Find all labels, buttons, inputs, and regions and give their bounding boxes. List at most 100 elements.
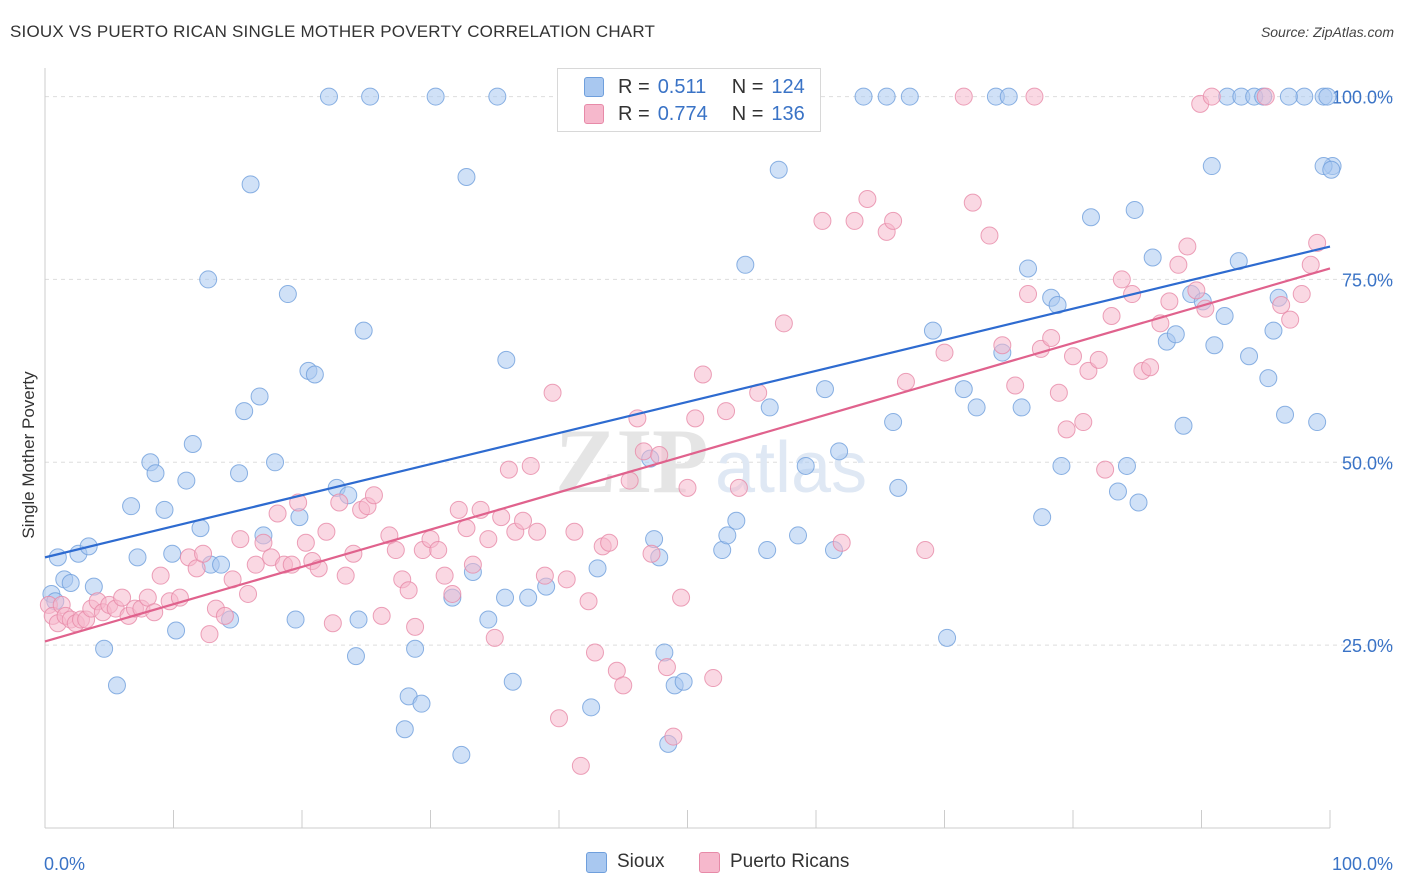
- puerto-ricans-point: [1141, 358, 1160, 377]
- puerto-ricans-point: [457, 519, 476, 538]
- puerto-ricans-point: [1006, 376, 1025, 395]
- sioux-point: [1215, 307, 1234, 325]
- puerto-ricans-point: [642, 544, 661, 563]
- puerto-ricans-point: [935, 343, 954, 362]
- sioux-point: [645, 530, 664, 549]
- sioux-point: [923, 321, 942, 340]
- sioux-point: [588, 559, 607, 578]
- sioux-point: [199, 270, 218, 289]
- puerto-ricans-point: [535, 566, 554, 585]
- sioux-point: [497, 350, 516, 369]
- sioux-point: [727, 511, 746, 530]
- puerto-ricans-point: [693, 365, 712, 384]
- puerto-ricans-point: [634, 442, 653, 461]
- puerto-ricans-point: [813, 211, 832, 230]
- sioux-point: [1129, 493, 1148, 512]
- puerto-ricans-point: [954, 87, 973, 106]
- x-tick-label: 0.0%: [44, 854, 85, 874]
- puerto-ricans-point: [528, 522, 547, 541]
- puerto-ricans-point: [858, 189, 877, 208]
- puerto-ricans-point: [896, 372, 915, 391]
- sioux-point: [48, 548, 67, 567]
- puerto-ricans-point: [980, 226, 999, 245]
- r-label: R =: [618, 75, 650, 98]
- puerto-ricans-point: [585, 643, 604, 662]
- puerto-ricans-point: [678, 478, 697, 497]
- sioux-point: [674, 672, 693, 691]
- puerto-ricans-point: [215, 606, 234, 625]
- puerto-ricans-point: [845, 211, 864, 230]
- sioux-point: [1081, 208, 1100, 227]
- sioux-point: [1322, 160, 1341, 179]
- puerto-ricans-point: [1019, 285, 1038, 304]
- sioux-trendline: [44, 245, 1331, 559]
- sioux-point: [938, 628, 957, 647]
- sioux-point: [1052, 456, 1071, 475]
- sioux-point: [1240, 347, 1259, 366]
- puerto-ricans-point: [323, 614, 342, 633]
- puerto-ricans-point: [399, 581, 418, 600]
- chart-title: SIOUX VS PUERTO RICAN SINGLE MOTHER POVE…: [10, 22, 656, 41]
- legend-row-sioux: R = 0.511 N = 124: [584, 74, 805, 100]
- bottom-legend-sioux: Sioux: [586, 851, 665, 873]
- puerto-ricans-point: [336, 566, 355, 585]
- sioux-point: [354, 321, 373, 340]
- puerto-ricans-point: [521, 456, 540, 475]
- puerto-ricans-point: [317, 522, 336, 541]
- puerto-ricans-point: [113, 588, 132, 607]
- puerto-ricans-point: [1178, 237, 1197, 256]
- sioux-point: [412, 694, 431, 713]
- puerto-ricans-point: [672, 588, 691, 607]
- puerto-ricans-point: [1202, 87, 1221, 106]
- sioux-swatch: [584, 77, 604, 97]
- sioux-point: [61, 573, 80, 592]
- n-label: N =: [731, 102, 764, 125]
- puerto-ricans-point: [429, 541, 448, 560]
- sioux-point: [1264, 321, 1283, 340]
- sioux-point: [854, 87, 873, 106]
- x-tick-label: 100.0%: [1332, 854, 1393, 874]
- puerto-ricans-point: [514, 511, 533, 530]
- sioux-point: [1276, 405, 1295, 424]
- sioux-point: [1108, 482, 1127, 501]
- puerto-ricans-point: [832, 533, 851, 552]
- puerto-ricans-point: [543, 383, 562, 402]
- y-tick-label: 100.0%: [1332, 88, 1393, 108]
- puerto-ricans-point: [296, 533, 315, 552]
- puerto-ricans-point: [254, 533, 273, 552]
- y-axis-label: Single Mother Poverty: [19, 371, 38, 539]
- n-value: 136: [771, 102, 805, 125]
- n-label: N =: [731, 75, 764, 98]
- puerto-ricans-point: [1256, 87, 1275, 106]
- bottom-legend-puerto-ricans: Puerto Ricans: [699, 851, 849, 873]
- r-value: 0.511: [657, 75, 707, 98]
- puerto-ricans-point: [386, 541, 405, 560]
- puerto-ricans-point: [449, 500, 468, 519]
- sioux-point: [884, 413, 903, 432]
- r-label: R =: [618, 102, 650, 125]
- puerto-ricans-point: [1049, 383, 1068, 402]
- sioux-point: [122, 497, 141, 516]
- puerto-ricans-point: [406, 617, 425, 636]
- puerto-ricans-point: [664, 727, 683, 746]
- puerto-ricans-point: [550, 709, 568, 728]
- puerto-ricans-point: [579, 592, 598, 611]
- puerto-ricans-point: [1064, 347, 1082, 366]
- sioux-point: [1202, 157, 1221, 176]
- sioux-point: [1318, 87, 1337, 106]
- puerto-ricans-point: [268, 504, 287, 523]
- sioux-point: [235, 402, 254, 421]
- puerto-ricans-point: [239, 584, 258, 603]
- puerto-ricans-point: [1301, 255, 1320, 274]
- sioux-point: [796, 456, 815, 475]
- sioux-point: [107, 676, 126, 695]
- puerto-ricans-point: [1089, 350, 1108, 369]
- sioux-point: [1033, 508, 1052, 527]
- sioux-point: [452, 745, 471, 764]
- puerto-ricans-point: [435, 566, 454, 585]
- puerto-ricans-point: [704, 669, 723, 688]
- puerto-ricans-legend-label: Puerto Ricans: [730, 851, 850, 872]
- puerto-ricans-point: [479, 530, 498, 549]
- sioux-point: [286, 610, 305, 629]
- sioux-point: [395, 720, 414, 739]
